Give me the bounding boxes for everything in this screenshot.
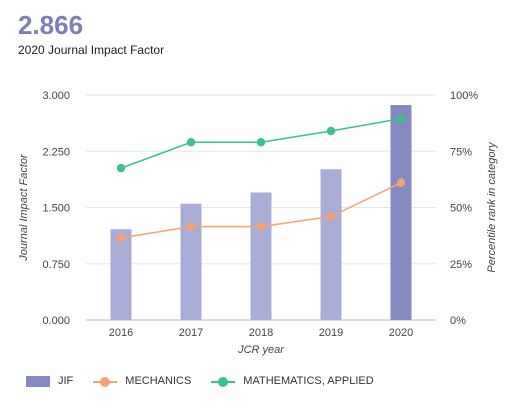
legend-label-mathematics-applied: MATHEMATICS, APPLIED [243,375,374,387]
legend-swatch-mechanics [93,376,118,387]
y2-tick-label: 0% [450,315,466,327]
point-mathematics-applied [256,138,266,147]
y2-tick-label: 100% [450,90,478,102]
point-mathematics-applied [186,138,196,147]
point-mathematics-applied [396,114,406,123]
legend-label-mechanics: MECHANICS [125,375,192,387]
x-axis-title: JCR year [237,344,285,356]
bar-jif [110,229,132,320]
point-mechanics [186,222,196,231]
y-tick-label: 0.000 [42,315,70,327]
y-tick-label: 2.250 [42,146,70,158]
point-mechanics [116,233,126,243]
point-mathematics-applied [116,163,126,173]
point-mechanics [326,212,336,221]
y2-axis-title: Percentile rank in category [486,141,498,273]
y2-tick-label: 75% [450,146,472,158]
legend-label-jif: JIF [58,375,74,387]
y2-tick-label: 25% [450,259,472,271]
bar-jif [180,203,202,320]
x-tick-label: 2020 [389,327,413,339]
bar-jif [390,105,412,320]
y2-tick-label: 50% [450,203,472,215]
impact-factor-label: 2020 Journal Impact Factor [18,43,165,57]
legend-item-mathematics-applied[interactable]: MATHEMATICS, APPLIED [211,375,374,387]
legend-swatch-jif [26,375,50,387]
legend-item-mechanics[interactable]: MECHANICS [93,375,191,387]
point-mathematics-applied [326,126,336,136]
x-tick-label: 2016 [109,327,133,339]
y-tick-label: 0.750 [42,259,70,271]
x-tick-label: 2017 [179,327,203,339]
bar-jif [250,192,272,320]
y-tick-label: 1.500 [42,203,70,215]
y-axis-title: Journal Impact Factor [18,153,30,262]
bar-jif [320,169,342,320]
legend-item-jif[interactable]: JIF [26,375,73,387]
y-tick-label: 3.000 [42,90,70,102]
impact-factor-value: 2.866 [18,10,84,40]
x-tick-label: 2018 [249,327,273,339]
legend-swatch-mathematics-applied [211,376,236,387]
x-tick-label: 2019 [319,327,343,339]
impact-factor-header: 2.866 2020 Journal Impact Factor [18,10,164,57]
point-mechanics [396,178,406,187]
point-mechanics [256,222,266,231]
chart-legend: JIF MECHANICS MATHEMATICS, APPLIED [26,375,394,387]
